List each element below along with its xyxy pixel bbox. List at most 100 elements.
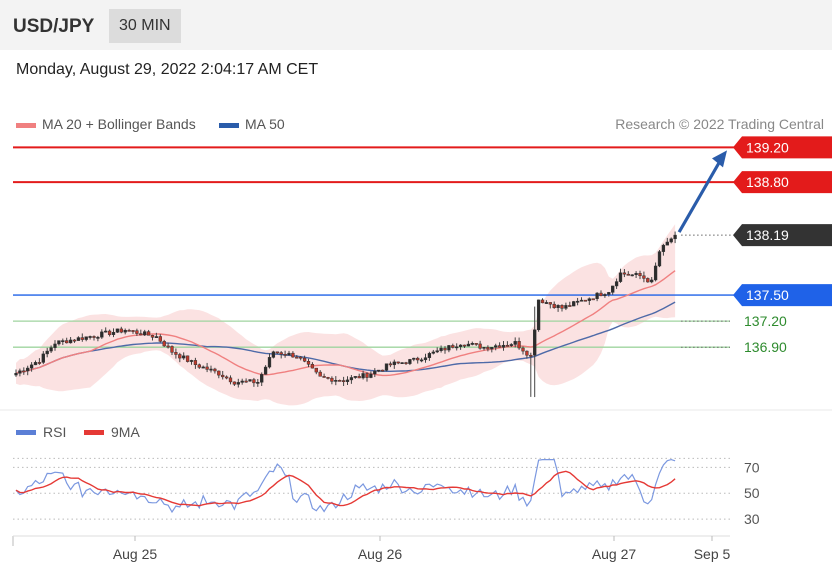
candle: [384, 363, 389, 371]
candle: [271, 351, 276, 358]
candle: [104, 330, 108, 333]
candle: [14, 373, 18, 376]
candle: [451, 345, 455, 348]
candle: [248, 379, 252, 382]
candle: [131, 330, 135, 332]
candle: [228, 377, 233, 383]
candle: [240, 380, 244, 383]
candle: [96, 336, 100, 339]
candle: [443, 347, 447, 351]
rsi-legend-label: RSI: [43, 424, 66, 440]
candle: [29, 364, 34, 369]
candle: [638, 273, 642, 277]
candle: [388, 363, 393, 366]
level-139-20-label: 139.20: [746, 139, 789, 155]
level-136-90-label: 136.90: [744, 339, 787, 355]
candle: [556, 305, 560, 309]
candle: [497, 345, 502, 348]
candle: [380, 369, 385, 372]
candle: [201, 366, 205, 369]
candle: [486, 346, 490, 350]
candle: [673, 234, 677, 240]
candle: [256, 382, 260, 384]
candle: [107, 330, 112, 335]
forecast-arrow-head: [712, 150, 727, 168]
candle: [646, 278, 650, 283]
candle: [494, 345, 498, 348]
candle: [197, 364, 201, 368]
candle: [595, 292, 599, 299]
candle: [657, 251, 662, 267]
candle: [626, 273, 630, 276]
candle: [61, 340, 65, 343]
candle: [357, 376, 361, 379]
header-bar: USD/JPY 30 MIN: [0, 0, 832, 50]
candle: [338, 380, 342, 382]
x-tick-labels: Aug 25 Aug 26 Aug 27 Sep 5: [113, 536, 731, 562]
timeframe-badge[interactable]: 30 MIN: [109, 9, 181, 43]
candle: [416, 357, 420, 361]
price-levels: [13, 146, 735, 348]
candle: [150, 335, 155, 338]
candle: [466, 343, 471, 347]
candle: [158, 336, 162, 342]
candle: [135, 330, 139, 334]
candle: [373, 370, 377, 375]
candle: [205, 366, 209, 370]
candle: [41, 353, 45, 363]
candle: [607, 292, 611, 295]
candle: [283, 353, 287, 356]
candle: [189, 360, 194, 362]
level-138-19-tag: 138.19: [733, 224, 832, 247]
candle: [22, 370, 26, 373]
candle: [618, 272, 623, 282]
candle: [341, 380, 346, 382]
chart-datetime: Monday, August 29, 2022 2:04:17 AM CET: [16, 61, 319, 78]
candle: [252, 379, 256, 384]
candle: [123, 329, 127, 333]
candle: [353, 376, 357, 378]
candle: [57, 340, 61, 345]
rsi-ma9-line: [15, 470, 676, 507]
candle: [314, 367, 318, 373]
candle: [404, 362, 408, 365]
candle: [139, 333, 143, 336]
candle: [143, 331, 147, 336]
candle: [611, 285, 615, 293]
candle: [568, 305, 572, 307]
bollinger-band: [16, 224, 676, 406]
candle: [306, 360, 311, 365]
candle: [334, 380, 338, 382]
candle: [263, 366, 268, 375]
candle: [170, 346, 174, 353]
candle: [419, 359, 424, 362]
candle: [18, 370, 22, 374]
candle: [72, 339, 77, 342]
candle: [669, 238, 673, 243]
candle: [236, 382, 240, 385]
candle: [412, 357, 416, 360]
candle: [575, 300, 580, 303]
candle: [361, 373, 365, 379]
candle: [244, 380, 248, 383]
candle: [318, 371, 322, 377]
candle: [302, 357, 307, 362]
candles: [14, 231, 677, 398]
candle: [521, 347, 525, 352]
candle: [178, 354, 182, 359]
candle: [291, 352, 295, 358]
candle: [330, 377, 334, 382]
level-138-19-label: 138.19: [746, 227, 789, 243]
candle: [423, 357, 428, 361]
rsi-tick-labels: 70 50 30: [744, 459, 760, 527]
candle: [111, 332, 116, 335]
candle: [279, 352, 283, 355]
candle: [119, 328, 123, 333]
candle: [474, 343, 478, 345]
candle: [224, 376, 229, 379]
candle: [517, 341, 521, 349]
candle: [599, 292, 603, 297]
legend-ma20-label: MA 20 + Bollinger Bands: [42, 116, 196, 132]
candle: [653, 265, 658, 281]
symbol-title: USD/JPY: [13, 16, 95, 37]
